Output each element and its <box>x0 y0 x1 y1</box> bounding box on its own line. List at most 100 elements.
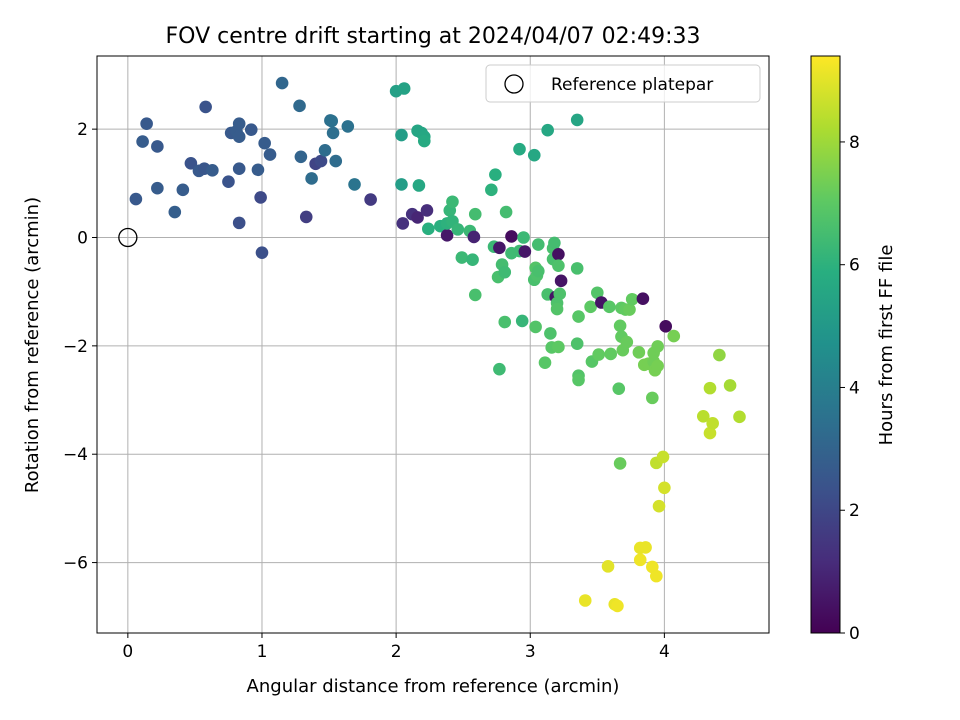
scatter-point <box>232 117 246 131</box>
scatter-point <box>329 154 343 168</box>
colorbar-tick-label: 6 <box>849 256 860 276</box>
scatter-point <box>314 154 328 168</box>
scatter-point <box>206 164 219 177</box>
scatter-point <box>440 229 454 242</box>
scatter-point <box>505 230 518 243</box>
scatter-point <box>466 253 479 267</box>
legend-entry-label: Reference platepar <box>551 75 713 95</box>
scatter-point <box>199 100 212 114</box>
scatter-point <box>601 560 615 573</box>
scatter-point <box>639 541 652 554</box>
scatter-point <box>151 140 164 153</box>
scatter-point <box>531 264 545 278</box>
scatter-point <box>446 195 459 209</box>
scatter-point <box>632 346 646 359</box>
scatter-point <box>706 417 719 430</box>
scatter-point <box>696 409 710 423</box>
scatter-point <box>348 178 361 191</box>
scatter-point <box>703 426 717 440</box>
scatter-point <box>451 223 465 236</box>
scatter-point <box>168 205 182 219</box>
scatter-point <box>513 142 526 156</box>
scatter-point <box>646 391 659 405</box>
scatter-point <box>570 337 584 350</box>
scatter-point <box>467 230 481 244</box>
scatter-point <box>603 300 616 314</box>
scatter-point <box>723 379 737 392</box>
x-tick-label: 1 <box>257 642 268 662</box>
scatter-point <box>713 348 726 362</box>
y-tick-label: −6 <box>63 554 88 574</box>
scatter-point <box>396 217 410 230</box>
scatter-point <box>623 303 636 316</box>
x-axis-label: Angular distance from reference (arcmin) <box>247 676 620 697</box>
scatter-point <box>572 373 585 387</box>
scatter-point <box>592 348 605 361</box>
y-tick-label: 2 <box>77 120 88 140</box>
scatter-point <box>650 569 663 583</box>
colorbar-ticks: 0 2 4 6 8 <box>840 133 860 644</box>
scatter-point <box>625 292 639 306</box>
scatter-point <box>659 320 673 333</box>
scatter-point <box>251 163 265 177</box>
scatter-point <box>493 241 506 255</box>
y-tick-label: −4 <box>63 445 88 465</box>
scatter-point <box>538 356 552 369</box>
scatter-point <box>570 113 584 127</box>
scatter-point <box>541 123 554 137</box>
scatter-point <box>529 320 542 334</box>
scatter-point <box>531 238 545 251</box>
colorbar-tick-label: 8 <box>849 133 860 153</box>
scatter-point <box>633 553 647 567</box>
scatter-point <box>636 292 650 306</box>
legend: Reference platepar <box>485 64 761 103</box>
scatter-point <box>485 183 498 197</box>
scatter-point <box>341 120 355 133</box>
scatter-point <box>255 246 269 259</box>
scatter-point <box>468 288 482 302</box>
scatter-point <box>318 143 332 157</box>
scatter-point <box>326 126 340 140</box>
scatter-point <box>620 335 634 349</box>
scatter-point <box>420 204 434 217</box>
scatter-point <box>136 135 149 148</box>
scatter-point <box>468 207 482 221</box>
scatter-point <box>232 162 246 175</box>
scatter-point <box>651 340 664 353</box>
scatter-point <box>493 362 506 376</box>
colorbar-tick-label: 2 <box>849 501 860 521</box>
scatter-point <box>395 178 408 191</box>
y-axis-label: Rotation from reference (arcmin) <box>22 197 43 493</box>
scatter-point <box>570 262 584 275</box>
scatter-point <box>395 128 408 142</box>
scatter-point <box>552 259 565 272</box>
scatter-point <box>275 76 289 90</box>
scatter-point <box>263 148 277 161</box>
x-tick-label: 0 <box>122 642 133 662</box>
reference-platepar-marker <box>118 227 138 248</box>
scatter-point <box>222 175 235 188</box>
scatter-point <box>591 286 604 300</box>
plot-area <box>97 56 769 633</box>
scatter-point <box>140 117 153 131</box>
scatter-point <box>578 594 592 607</box>
scatter-point <box>129 192 143 206</box>
scatter-point <box>299 210 313 224</box>
scatter-point <box>527 148 541 162</box>
scatter-point <box>397 82 411 95</box>
legend-box <box>485 64 761 103</box>
x-tick-label: 4 <box>659 642 670 662</box>
scatter-point <box>305 172 318 185</box>
scatter-point <box>584 300 597 314</box>
scatter-point <box>293 99 306 113</box>
scatter-point <box>667 329 681 343</box>
scatter-point <box>244 123 258 136</box>
scatter-point <box>489 168 502 181</box>
plot-frame <box>96 55 770 634</box>
x-axis-ticks: 0 1 2 3 4 <box>122 633 670 662</box>
scatter-point <box>604 347 618 361</box>
scatter-point <box>656 450 670 464</box>
y-axis-ticks: −6 −4 −2 0 2 <box>63 120 97 574</box>
scatter-point <box>455 251 469 264</box>
